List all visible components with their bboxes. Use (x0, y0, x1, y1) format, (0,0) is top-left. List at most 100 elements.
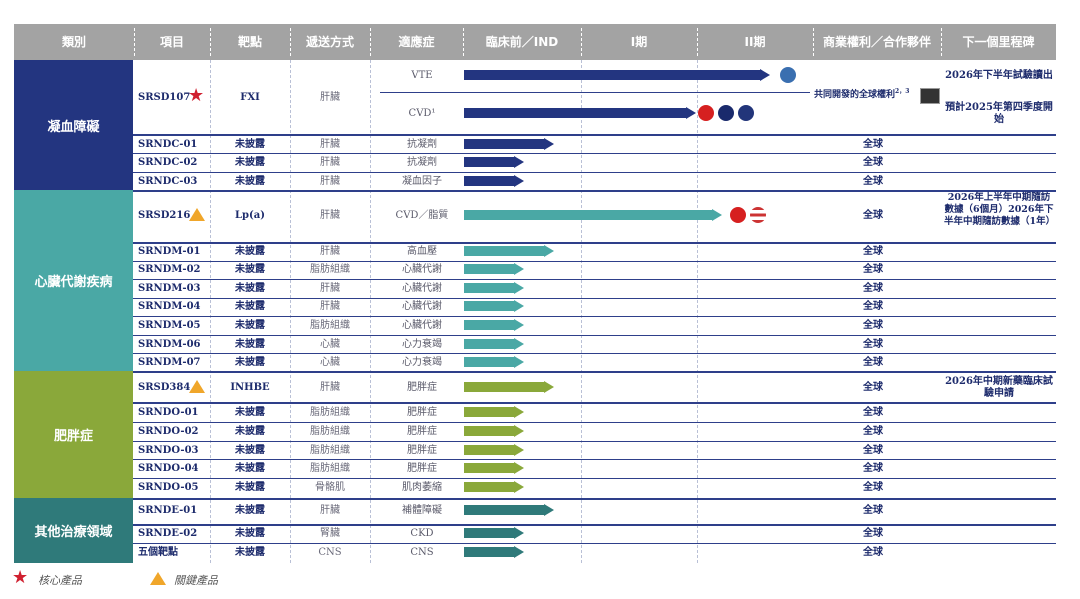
header-phase1: I期 (630, 35, 648, 49)
rights-srnde02: 全球 (863, 528, 883, 539)
core-product-star-icon: ★ (12, 567, 29, 588)
bar-arrow (514, 481, 524, 493)
rights-srndo04: 全球 (863, 463, 883, 474)
project-srsd216: SRSD216 (138, 210, 191, 221)
partner-logo (920, 88, 940, 104)
bar-srndm06 (464, 339, 514, 349)
rights-srndm02: 全球 (863, 264, 883, 275)
delivery-srndm03: 肝臟 (320, 283, 340, 294)
delivery-srndo03: 脂肪組織 (310, 445, 350, 456)
delivery-srndm01: 肝臟 (320, 246, 340, 257)
target-srndo02: 未披露 (235, 426, 265, 437)
milestone-srsd107-vte: 2026年下半年試驗讀出 (945, 70, 1053, 81)
project-srndo02: SRNDO-02 (138, 426, 199, 437)
project-srsd384: SRSD384 (138, 382, 191, 393)
rights-srsd107-text: 共同開發的全球權利 (814, 90, 896, 100)
rights-srndm03: 全球 (863, 283, 883, 294)
header-rights: 商業權利／合作夥伴 (822, 35, 931, 49)
delivery-srndm04: 肝臟 (320, 301, 340, 312)
category-cardiometabolic: 心臟代謝疾病 (14, 190, 133, 371)
bar-srndo01 (464, 407, 514, 417)
delivery-five: CNS (318, 547, 342, 558)
bar-arrow (514, 282, 524, 294)
delivery-srndo01: 脂肪組織 (310, 407, 350, 418)
project-srndm06: SRNDM-06 (138, 339, 201, 350)
bar-arrow (514, 406, 524, 418)
project-srsd107: SRSD107 (138, 92, 191, 103)
project-srndo04: SRNDO-04 (138, 463, 199, 474)
core-product-star-icon: ★ (188, 85, 205, 106)
bar-arrow (514, 462, 524, 474)
china-flag-icon (698, 105, 714, 121)
rights-five: 全球 (863, 547, 883, 558)
rights-srndm01: 全球 (863, 246, 883, 257)
rights-srndm07: 全球 (863, 357, 883, 368)
bar-arrow (514, 356, 524, 368)
indication-srndo01: 肥胖症 (407, 407, 437, 418)
indication-srndo04: 肥胖症 (407, 463, 437, 474)
target-srsd216: Lp(a) (235, 210, 265, 221)
rights-srndo03: 全球 (863, 445, 883, 456)
header-preclinical: 臨床前／IND (485, 35, 559, 49)
target-srndo01: 未披露 (235, 407, 265, 418)
rights-srsd384: 全球 (863, 382, 883, 393)
australia-flag-icon (738, 105, 754, 121)
table-header (14, 24, 1056, 60)
bar-arrow (544, 245, 554, 257)
delivery-srndm05: 脂肪組織 (310, 320, 350, 331)
indication-srndm02: 心臟代謝 (402, 264, 442, 275)
key-product-triangle-icon (189, 208, 205, 221)
bar-srndm04 (464, 301, 514, 311)
indication-srndm01: 高血壓 (407, 246, 437, 257)
bar-arrow (686, 107, 696, 119)
rights-srsd216: 全球 (863, 210, 883, 221)
bar-arrow (514, 338, 524, 350)
project-srndm03: SRNDM-03 (138, 283, 201, 294)
bar-arrow (544, 504, 554, 516)
key-product-triangle-icon (189, 380, 205, 393)
target-srndo05: 未披露 (235, 482, 265, 493)
bar-srndm02 (464, 264, 514, 274)
target-srndm02: 未披露 (235, 264, 265, 275)
delivery-srndm02: 脂肪組織 (310, 264, 350, 275)
indication-srndm04: 心臟代謝 (402, 301, 442, 312)
target-srndm03: 未披露 (235, 283, 265, 294)
indication-srndc01: 抗凝劑 (407, 139, 437, 150)
delivery-srsd216: 肝臟 (320, 210, 340, 221)
rights-srndo02: 全球 (863, 426, 883, 437)
indication-srsd216: CVD／脂質 (395, 210, 449, 221)
un-flag-icon (780, 67, 796, 83)
target-five: 未披露 (235, 547, 265, 558)
delivery-srndm06: 心臟 (320, 339, 340, 350)
bar-srndm03 (464, 283, 514, 293)
project-srndm07: SRNDM-07 (138, 357, 201, 368)
target-srndm01: 未披露 (235, 246, 265, 257)
header-delivery: 遞送方式 (305, 35, 354, 49)
us-flag-icon (750, 207, 766, 223)
bar-srndc01 (464, 139, 544, 149)
bar-srndo04 (464, 463, 514, 473)
delivery-srsd384: 肝臟 (320, 382, 340, 393)
project-five-targets: 五個靶點 (138, 547, 178, 558)
bar-srndm01 (464, 246, 544, 256)
header-phase2: II期 (744, 35, 766, 49)
rights-footnote: 2，3 (895, 88, 910, 95)
milestone-srsd107-cvd: 預計2025年第四季度開始 (945, 102, 1053, 125)
bar-arrow (514, 425, 524, 437)
project-srndo03: SRNDO-03 (138, 445, 199, 456)
rights-srsd107: 共同開發的全球權利2，3 (814, 86, 909, 101)
delivery-srndm07: 心臟 (320, 357, 340, 368)
rights-srndc01: 全球 (863, 139, 883, 150)
indication-srndo03: 肥胖症 (407, 445, 437, 456)
project-srndm01: SRNDM-01 (138, 246, 201, 257)
delivery-srnde01: 肝臟 (320, 505, 340, 516)
target-srndm05: 未披露 (235, 320, 265, 331)
indication-srsd384: 肥胖症 (407, 382, 437, 393)
indication-vte: VTE (411, 70, 433, 81)
bar-srndm05 (464, 320, 514, 330)
category-coagulation: 凝血障礙 (14, 60, 133, 190)
bar-srsd216 (464, 210, 712, 220)
project-srndm02: SRNDM-02 (138, 264, 201, 275)
bar-arrow (514, 527, 524, 539)
indication-srndm06: 心力衰竭 (402, 339, 442, 350)
